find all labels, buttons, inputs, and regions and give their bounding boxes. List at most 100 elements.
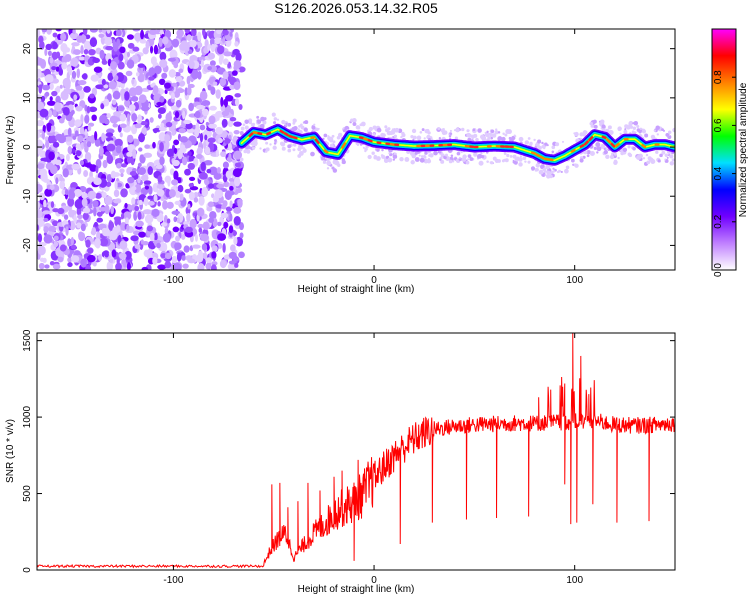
heatmap-noise-blob (84, 151, 92, 161)
heatmap-noise-blob (43, 199, 47, 208)
heatmap-ridge-halo (509, 154, 513, 158)
heatmap-noise-blob (37, 56, 41, 66)
heatmap-noise-blob (149, 232, 155, 242)
heatmap-ridge-halo (297, 128, 300, 131)
heatmap-ridge-peak (535, 153, 541, 158)
heatmap-noise-blob (176, 217, 180, 224)
heatmap-noise-blob (215, 126, 224, 135)
heatmap-noise-blob (195, 122, 200, 132)
heatmap-noise-blob (208, 217, 214, 223)
heatmap-noise-blob (223, 51, 233, 57)
heatmap-ridge-halo (410, 160, 415, 165)
heatmap-noise-blob (53, 235, 59, 241)
heatmap-noise-blob (81, 198, 88, 207)
heatmap-noise-blob (161, 36, 169, 45)
heatmap-ridge-halo (595, 142, 601, 148)
heatmap-noise-blob (228, 134, 232, 140)
heatmap-ridge-peak (588, 136, 594, 142)
heatmap-ridge-halo (419, 130, 423, 134)
heatmap-noise-blob (42, 257, 47, 263)
heatmap-noise-blob (45, 140, 50, 149)
heatmap-noise-blob (108, 80, 117, 90)
heatmap-noise-blob (43, 178, 50, 183)
heatmap-noise-blob (222, 58, 229, 65)
heatmap-noise-blob (175, 76, 183, 83)
heatmap-noise-blob (207, 137, 216, 143)
snr-ytick-label: 1500 (22, 329, 33, 352)
heatmap-ridge-halo (502, 132, 505, 135)
heatmap-noise-blob (119, 132, 123, 138)
heatmap-noise-blob (238, 103, 243, 110)
heatmap-noise-blob (105, 45, 114, 51)
heatmap-ytick-label: -10 (22, 189, 33, 204)
heatmap-noise-blob (153, 44, 159, 55)
heatmap-noise-blob (232, 168, 242, 178)
heatmap-noise-blob (207, 183, 215, 189)
heatmap-noise-blob (211, 251, 217, 259)
heatmap-ridge-halo (425, 129, 429, 133)
heatmap-ridge-halo (544, 174, 547, 177)
heatmap-ridge-halo (276, 118, 280, 121)
heatmap-ridge-halo (570, 158, 575, 163)
heatmap-noise-blob (80, 258, 87, 268)
heatmap-ridge-halo (298, 124, 301, 128)
heatmap-noise-blob (114, 138, 123, 147)
heatmap-ridge-halo (475, 137, 479, 142)
heatmap-ridge-halo (552, 170, 555, 173)
heatmap-noise-blob (217, 242, 223, 250)
heatmap-ridge-halo (449, 132, 453, 135)
heatmap-ridge-halo (252, 138, 258, 144)
heatmap-noise-blob (114, 75, 119, 81)
heatmap-noise-blob (133, 32, 142, 42)
heatmap-ridge-peak (288, 134, 294, 139)
heatmap-noise-blob (119, 123, 127, 129)
chart-title: S126.2026.053.14.32.R05 (274, 0, 438, 16)
heatmap-noise-blob (160, 222, 168, 227)
heatmap-ridge-halo (302, 147, 306, 150)
heatmap-noise-blob (218, 56, 223, 65)
heatmap-noise-blob (49, 96, 53, 102)
heatmap-noise-blob (179, 136, 189, 143)
heatmap-noise-blob (197, 223, 204, 229)
heatmap-noise-blob (190, 69, 199, 80)
heatmap-noise-blob (187, 151, 192, 157)
heatmap-ridge-halo (497, 159, 501, 163)
heatmap-ridge-halo (518, 136, 524, 142)
heatmap-noise-blob (74, 199, 84, 210)
heatmap-ridge-halo (501, 136, 506, 142)
heatmap-noise-blob (238, 222, 245, 231)
heatmap-noise-blob (188, 191, 195, 201)
heatmap-ridge-halo (311, 125, 316, 130)
heatmap-ridge-halo (244, 119, 249, 124)
heatmap-noise-blob (86, 141, 92, 148)
heatmap-noise-blob (37, 29, 41, 38)
heatmap-noise-blob (98, 206, 108, 212)
heatmap-noise-blob (69, 220, 76, 231)
heatmap-noise-blob (111, 249, 117, 258)
heatmap-ridge-halo (328, 137, 333, 142)
heatmap-noise-blob (127, 42, 135, 49)
heatmap-ridge-halo (332, 168, 338, 173)
heatmap-noise-blob (229, 200, 233, 209)
heatmap-noise-blob (144, 144, 150, 149)
heatmap-xlabel: Height of straight line (km) (298, 284, 415, 295)
heatmap-noise-blob (187, 203, 191, 210)
heatmap-ridge-halo (527, 137, 531, 140)
heatmap-noise-blob (207, 43, 211, 52)
heatmap-ridge-peak (539, 155, 545, 160)
heatmap-ridge-halo (271, 112, 276, 117)
heatmap-noise-blob (103, 98, 110, 107)
heatmap-ridge-halo (410, 134, 414, 139)
heatmap-noise-blob (159, 141, 164, 152)
heatmap-noise-blob (91, 226, 97, 236)
heatmap-noise-blob (88, 48, 96, 56)
heatmap-noise-blob (186, 34, 192, 42)
heatmap-noise-blob (67, 127, 72, 137)
heatmap-noise-blob (185, 255, 193, 261)
heatmap-noise-blob (132, 29, 141, 32)
heatmap-ridge-halo (287, 144, 292, 149)
heatmap-ridge-peak (292, 136, 298, 140)
heatmap-ridge-halo (386, 130, 392, 136)
heatmap-noise-blob (73, 188, 83, 198)
